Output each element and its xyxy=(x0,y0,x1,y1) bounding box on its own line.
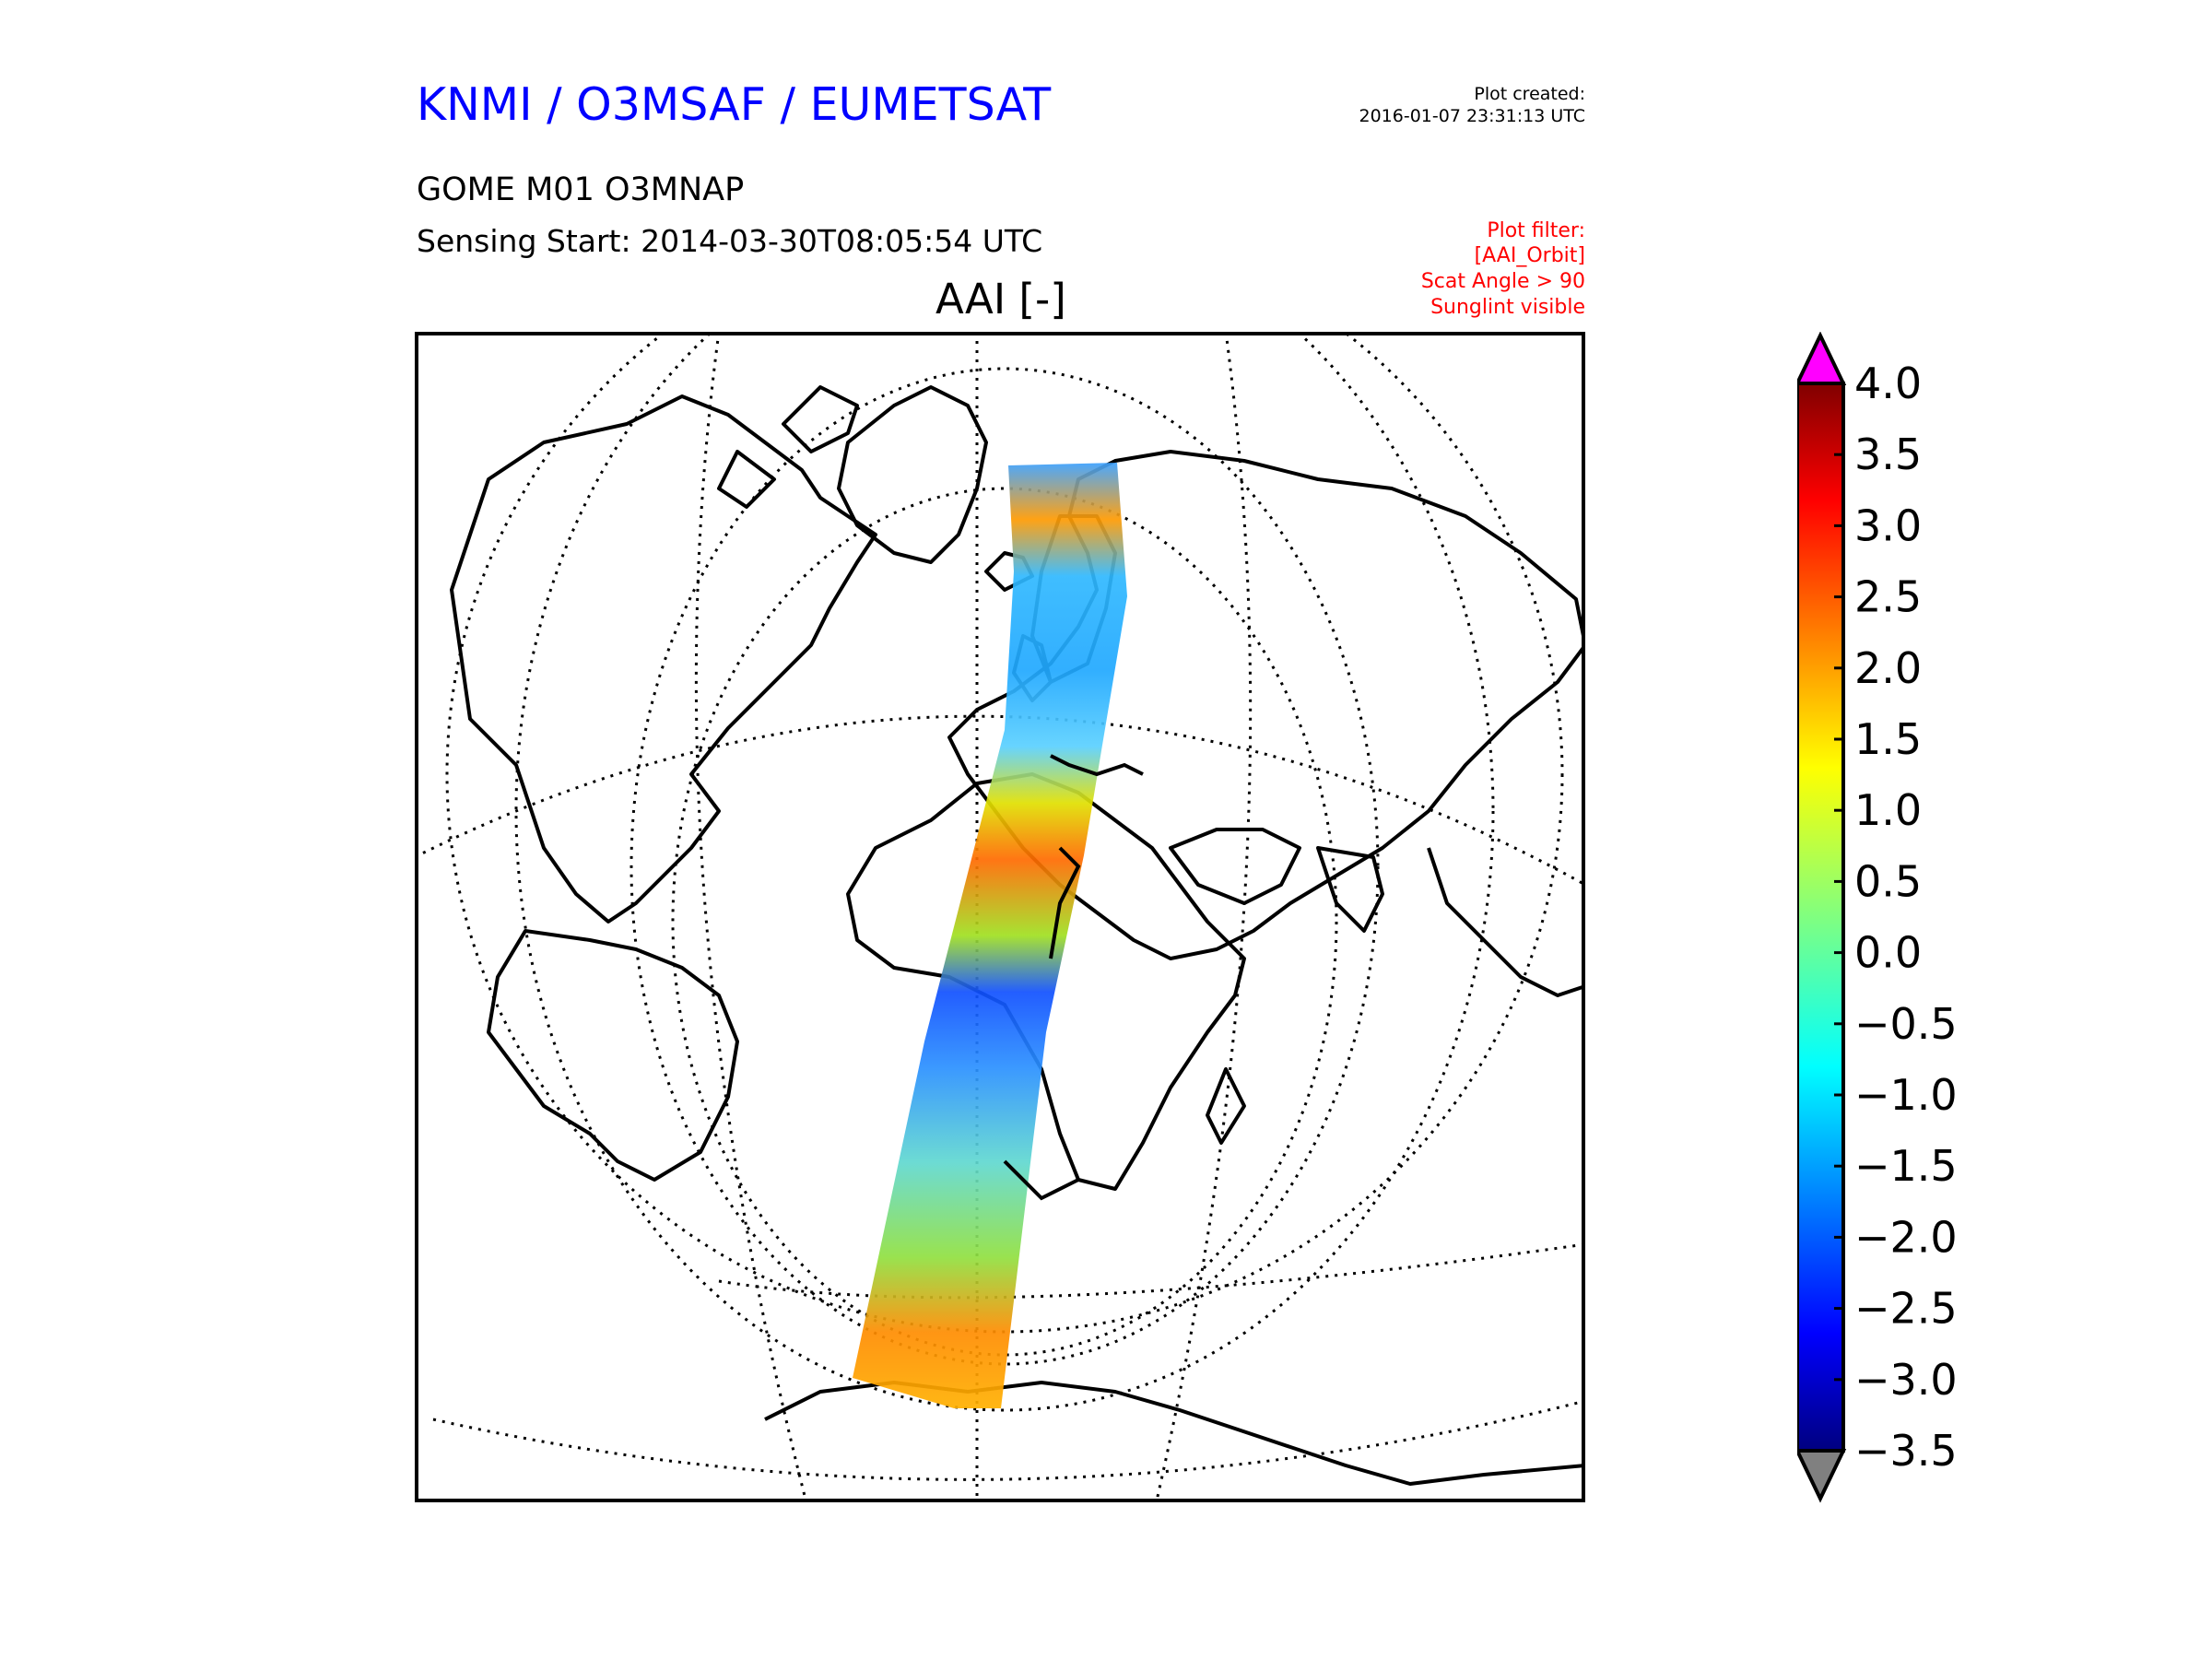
colorbar: 4.0 3.5 3.0 2.5 2.0 1.5 1.0 0.5 0.0 −0.5 −1.0 −1.5 −… xyxy=(1797,332,1958,1503)
colorbar-tick-label: 1.0 xyxy=(1854,785,1922,835)
created-label: Plot created: xyxy=(1474,84,1585,104)
north-america-coastline xyxy=(450,394,877,924)
colorbar-tick-label: −1.5 xyxy=(1854,1141,1958,1191)
arctic-islands-coastline xyxy=(717,385,859,509)
southeast-asia-coastline xyxy=(1427,847,1585,997)
arabia-coastline xyxy=(1169,828,1301,905)
map-panel xyxy=(415,332,1585,1502)
header-title: KNMI / O3MSAF / EUMETSAT xyxy=(417,78,1052,131)
aai-orbit-swath xyxy=(853,463,1127,1408)
colorbar-ticks: 4.0 3.5 3.0 2.5 2.0 1.5 1.0 0.5 0.0 −0.5 −1.0 −1.5 −… xyxy=(1834,359,1958,1476)
colorbar-under-triangle xyxy=(1797,1449,1847,1503)
colorbar-tick-label: −2.5 xyxy=(1854,1284,1958,1334)
madagascar-coastline xyxy=(1206,1067,1246,1145)
plot-title: AAI [-] xyxy=(935,275,1066,324)
colorbar-tick-label: 3.0 xyxy=(1854,500,1922,550)
colorbar-tick-label: −2.0 xyxy=(1854,1212,1958,1262)
plot-filter-sunglint: Sunglint visible xyxy=(1430,296,1585,319)
map-frame xyxy=(415,332,1585,1502)
south-america-coastline xyxy=(487,929,739,1182)
colorbar-tick-label: −1.0 xyxy=(1854,1070,1958,1120)
product-name: GOME M01 O3MNAP xyxy=(417,171,745,208)
colorbar-tick-label: −0.5 xyxy=(1854,999,1958,1049)
plot-filter-scat-angle: Scat Angle > 90 xyxy=(1420,270,1585,293)
colorbar-over-triangle xyxy=(1797,332,1847,385)
india-coastline xyxy=(1316,846,1384,933)
colorbar-tick-label: 4.0 xyxy=(1854,359,1922,408)
colorbar-tick-label: 0.5 xyxy=(1854,856,1922,906)
plot-filter-orbit: [AAI_Orbit] xyxy=(1474,244,1585,267)
antarctica-coastline xyxy=(764,1381,1585,1486)
colorbar-tick-label: −3.5 xyxy=(1854,1426,1958,1476)
colorbar-tick-label: 2.0 xyxy=(1854,643,1922,693)
greenland-coastline xyxy=(837,385,988,564)
colorbar-gradient xyxy=(1797,382,1845,1453)
africa-coastline xyxy=(846,772,1246,1191)
colorbar-tick-label: 2.5 xyxy=(1854,572,1922,622)
colorbar-tick-label: 3.5 xyxy=(1854,429,1922,479)
colorbar-tick-label: 0.0 xyxy=(1854,928,1922,978)
colorbar-tick-label: 1.5 xyxy=(1854,714,1922,764)
colorbar-tick-label: −3.0 xyxy=(1854,1355,1958,1405)
plot-filter-heading: Plot filter: xyxy=(1487,219,1585,242)
swath-coastline-overlay xyxy=(1003,754,1144,1201)
created-timestamp: 2016-01-07 23:31:13 UTC xyxy=(1359,106,1586,126)
sensing-start: Sensing Start: 2014-03-30T08:05:54 UTC xyxy=(417,223,1043,259)
